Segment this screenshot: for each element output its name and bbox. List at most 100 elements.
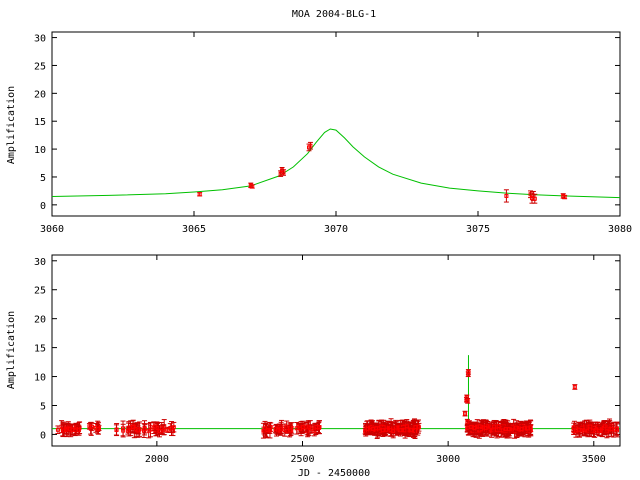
top-y-axis-label: Amplification [6, 86, 17, 164]
bottom-plot-frame [51, 254, 621, 447]
bottom-data-point [572, 384, 578, 390]
bottom-data-point [611, 421, 617, 438]
bottom-data-point [503, 425, 509, 433]
top-y-tick-label: 15 [34, 117, 46, 128]
top-y-tick-label: 30 [34, 34, 46, 45]
bottom-data-point [471, 421, 477, 435]
bottom-data-point [413, 419, 419, 435]
bottom-x-tick-label: 3500 [582, 454, 606, 465]
top-x-tick-label: 3060 [40, 224, 64, 235]
bottom-data-point [528, 419, 534, 436]
bottom-x-tick-label: 2500 [290, 454, 314, 465]
bottom-data-point [614, 422, 620, 436]
top-y-tick-label: 5 [40, 173, 46, 184]
bottom-data-point [95, 424, 101, 435]
bottom-data-point [483, 420, 489, 436]
bottom-data-point [89, 422, 95, 431]
bottom-data-point [397, 423, 403, 437]
bottom-data-point [156, 424, 162, 438]
bottom-data-point [383, 423, 389, 437]
top-y-tick-label: 0 [40, 201, 46, 212]
bottom-data-point [69, 424, 75, 436]
bottom-data-point [125, 426, 131, 435]
top-data-point [532, 193, 538, 204]
top-x-tick-label: 3070 [324, 224, 348, 235]
chart-title: MOA 2004-BLG-1 [292, 9, 376, 20]
bottom-data-point [113, 424, 119, 436]
bottom-data-point [373, 423, 379, 433]
bottom-data-point [294, 422, 300, 435]
top-plot-frame [51, 31, 621, 217]
bottom-data-point [376, 420, 382, 437]
bottom-data-point [525, 420, 531, 436]
bottom-y-tick-label: 5 [40, 401, 46, 412]
top-x-tick-label: 3065 [182, 224, 206, 235]
bottom-data-point [165, 426, 171, 433]
bottom-data-point [313, 423, 319, 431]
bottom-y-tick-label: 10 [34, 373, 46, 384]
bottom-data-point [519, 425, 525, 433]
bottom-data-point [88, 421, 94, 436]
bottom-data-point [571, 422, 577, 432]
bottom-y-tick-label: 20 [34, 315, 46, 326]
bottom-y-tick-label: 15 [34, 344, 46, 355]
top-panel: Amplification 3060 3065 3070 3075 3080 0 5 10 15… [6, 31, 632, 235]
bottom-data-point [609, 425, 615, 433]
bottom-x-tick-label: 3000 [436, 454, 460, 465]
bottom-x-axis-label: JD - 2450000 [298, 468, 370, 479]
bottom-data-point [159, 422, 165, 435]
bottom-data-point [297, 423, 303, 434]
bottom-data-point [462, 410, 468, 417]
top-x-tick-label: 3075 [466, 224, 490, 235]
bottom-data-point [120, 423, 126, 438]
bottom-data-point [587, 421, 593, 432]
bottom-panel: Amplification JD - 2450000 2000 2500 3000 3… [6, 254, 621, 479]
top-data-point [307, 141, 313, 150]
bottom-data-point [55, 425, 61, 435]
top-plot-area [52, 128, 620, 204]
top-data-point [197, 192, 203, 197]
bottom-data-point [168, 421, 174, 436]
bottom-data-point [130, 420, 136, 434]
top-y-tick-label: 20 [34, 89, 46, 100]
top-y-tick-label: 25 [34, 61, 46, 72]
bottom-data-point [477, 422, 483, 431]
bottom-data-point [393, 421, 399, 434]
bottom-data-point [262, 420, 268, 436]
bottom-data-point [278, 421, 284, 436]
bottom-data-point [491, 419, 497, 434]
bottom-data-point [496, 421, 502, 431]
bottom-data-point [152, 422, 158, 431]
bottom-data-point [76, 424, 82, 436]
bottom-data-point [272, 424, 278, 433]
top-data-point [249, 184, 255, 189]
bottom-data-point [596, 425, 602, 437]
bottom-data-point [465, 398, 471, 404]
bottom-y-tick-label: 25 [34, 286, 46, 297]
bottom-data-point [465, 369, 471, 375]
bottom-data-point [380, 426, 386, 434]
bottom-data-point [67, 423, 73, 435]
bottom-data-point [506, 423, 512, 435]
bottom-plot-area [52, 355, 620, 439]
top-data-point [280, 169, 286, 176]
bottom-data-point [464, 418, 470, 425]
bottom-data-point [135, 422, 141, 438]
bottom-data-point [303, 422, 309, 432]
bottom-data-point [388, 423, 394, 437]
bottom-data-point [576, 425, 582, 435]
top-model-curve [52, 128, 620, 199]
bottom-data-point [146, 423, 152, 439]
bottom-data-point [404, 419, 410, 434]
bottom-data-point [287, 424, 293, 437]
top-data-point [562, 194, 568, 200]
bottom-data-point [602, 420, 608, 433]
top-y-tick-label: 10 [34, 145, 46, 156]
bottom-x-tick-label: 2000 [145, 454, 169, 465]
bottom-y-axis-label: Amplification [6, 311, 17, 389]
bottom-y-tick-label: 0 [40, 430, 46, 441]
bottom-data-point [364, 424, 370, 434]
bottom-y-tick-label: 30 [34, 257, 46, 268]
bottom-data-point [142, 424, 148, 434]
